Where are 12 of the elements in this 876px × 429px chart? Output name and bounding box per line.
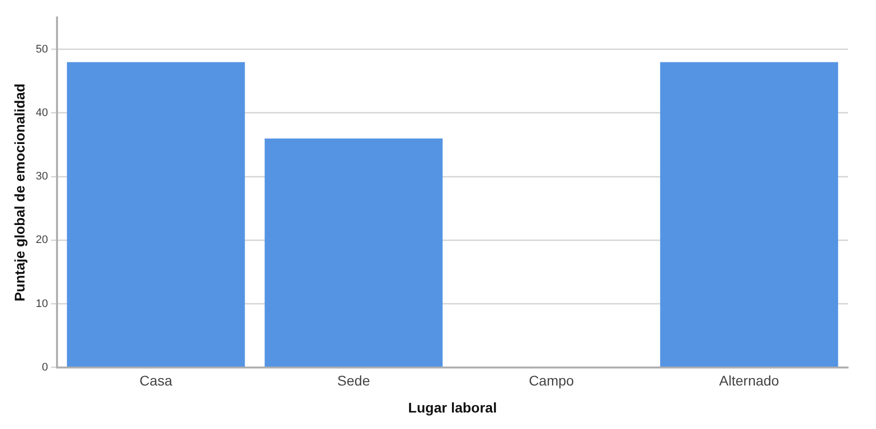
x-tick-label: Sede xyxy=(337,372,370,389)
y-tick-label: 30 xyxy=(36,170,48,183)
y-tick-label: 20 xyxy=(36,234,48,246)
x-tick-label: Casa xyxy=(140,372,172,389)
y-tick-label: 0 xyxy=(42,361,48,374)
x-axis-title: Lugar laboral xyxy=(408,399,497,416)
y-tick-label: 40 xyxy=(36,107,48,120)
y-tick-label: 10 xyxy=(36,298,48,310)
x-tick-label: Alternado xyxy=(719,372,780,389)
y-tick-label: 50 xyxy=(36,43,48,56)
x-tick-label: Campo xyxy=(528,372,574,389)
y-axis-title: Puntaje global de emocionalidad xyxy=(11,84,28,302)
